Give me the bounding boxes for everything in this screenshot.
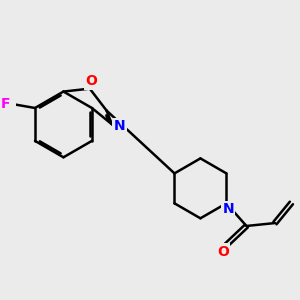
Text: N: N [222, 202, 234, 216]
Text: O: O [217, 244, 229, 259]
Text: O: O [85, 74, 97, 88]
Text: F: F [1, 97, 10, 111]
Text: N: N [113, 119, 125, 133]
